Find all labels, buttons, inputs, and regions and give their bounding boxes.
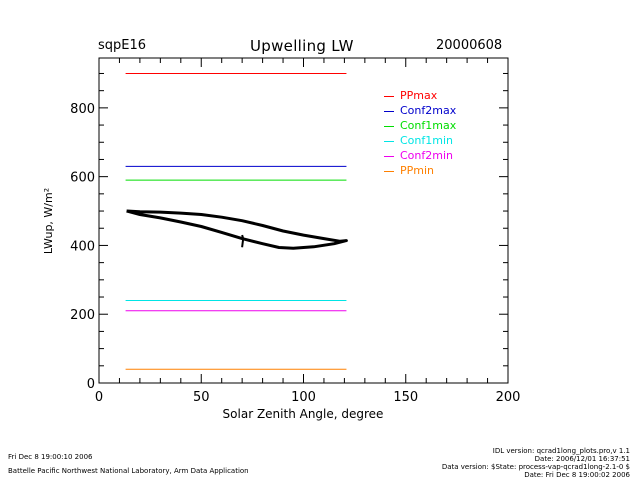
legend-swatch [384,125,394,127]
x-axis-label: Solar Zenith Angle, degree [223,407,384,421]
legend-item-ppmin: PPmin [384,164,434,177]
legend-item-conf1max: Conf1max [384,119,456,132]
legend-label: Conf2min [400,149,453,162]
site-label: sqpE16 [98,38,147,53]
y-tick-label: 600 [70,171,95,186]
tick-labels: 0 50 100 150 200 0 200 400 600 800 [70,102,520,405]
chart-plot: 0 50 100 150 200 0 200 400 600 800 Solar Zenith A… [42,57,520,421]
x-tick-label: 150 [393,390,418,405]
data-series [126,209,348,250]
footer-timestamp: Fri Dec 8 19:00:10 2006 [8,453,93,461]
legend-label: Conf1max [400,119,457,132]
legend-swatch [384,155,394,157]
legend-label: PPmax [400,89,438,102]
y-axis-label: LWup, W/m² [42,188,55,254]
chart-title: Upwelling LW [250,37,354,55]
y-tick-label: 800 [70,102,95,117]
legend-item-conf2min: Conf2min [384,149,453,162]
limit-lines [125,72,347,370]
x-tick-label: 200 [496,390,521,405]
footer-idl-date: Date: 2006/12/01 16:37:51 [534,455,630,463]
legend-item-conf1min: Conf1min [384,134,453,147]
footer-data-date: Date: Fri Dec 8 19:00:02 2006 [524,471,630,479]
footer-idl-version: IDL version: qcrad1long_plots.pro,v 1.1 [492,447,630,455]
footer-data-version: Data version: $State: process-vap-qcrad1… [441,463,630,471]
legend-label: PPmin [400,164,435,177]
axes [98,57,509,384]
y-tick-label: 400 [70,239,95,254]
legend-item-conf2max: Conf2max [384,104,456,117]
x-tick-label: 50 [193,390,210,405]
series-line-lwup [126,209,348,250]
legend-swatch [384,110,394,112]
footer-organization: Battelle Pacific Northwest National Labo… [8,467,249,475]
legend-swatch [384,170,394,172]
legend-swatch [384,95,394,97]
legend-label: Conf2max [400,104,457,117]
legend-item-ppmax: PPmax [384,89,437,102]
y-tick-label: 0 [87,377,95,392]
x-tick-label: 0 [95,390,103,405]
x-tick-label: 100 [291,390,316,405]
legend-swatch [384,140,394,142]
series-line-spike [241,234,245,248]
date-label: 20000608 [436,38,503,53]
legend-label: Conf1min [400,134,453,147]
y-tick-label: 200 [70,308,95,323]
